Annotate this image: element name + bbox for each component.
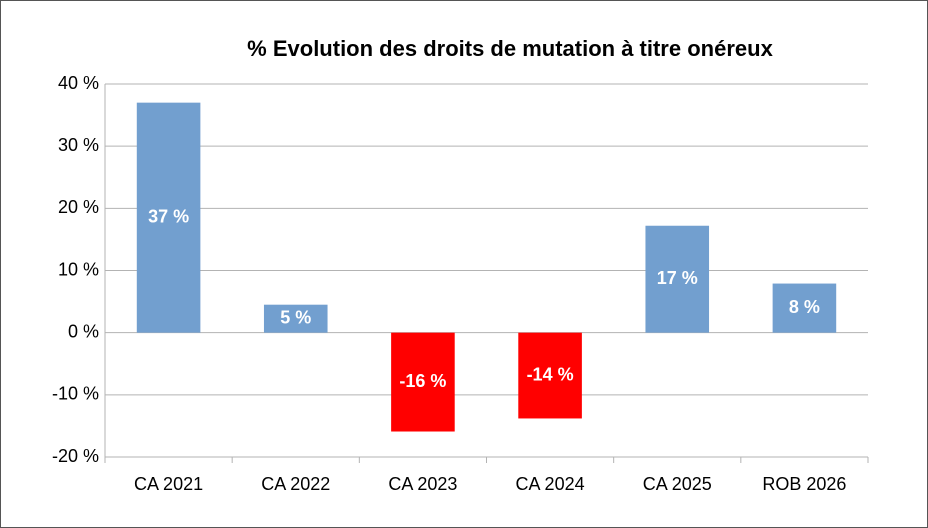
y-tick-label: 0 % (68, 321, 99, 341)
y-tick-label: 30 % (58, 135, 99, 155)
y-tick-label: -10 % (52, 384, 99, 404)
bar (391, 332, 455, 432)
x-tick-label: CA 2025 (643, 474, 712, 494)
data-label: 5 % (280, 307, 311, 327)
data-label: -14 % (527, 364, 574, 384)
x-tick-label: CA 2023 (388, 474, 457, 494)
y-tick-label: -20 % (52, 446, 99, 466)
data-label: -16 % (399, 371, 446, 391)
y-tick-label: 40 % (58, 73, 99, 93)
data-label: 17 % (657, 268, 698, 288)
data-label: 37 % (148, 206, 189, 226)
y-tick-label: 10 % (58, 259, 99, 279)
x-tick-label: CA 2021 (134, 474, 203, 494)
chart-title: % Evolution des droits de mutation à tit… (247, 36, 773, 61)
bar (518, 332, 582, 419)
y-tick-label: 20 % (58, 197, 99, 217)
x-tick-label: CA 2024 (516, 474, 585, 494)
bar (136, 102, 201, 333)
x-tick-label: ROB 2026 (762, 474, 846, 494)
bar (263, 304, 328, 333)
bar (772, 283, 837, 333)
data-label: 8 % (789, 297, 820, 317)
bar (645, 225, 710, 333)
x-tick-label: CA 2022 (261, 474, 330, 494)
